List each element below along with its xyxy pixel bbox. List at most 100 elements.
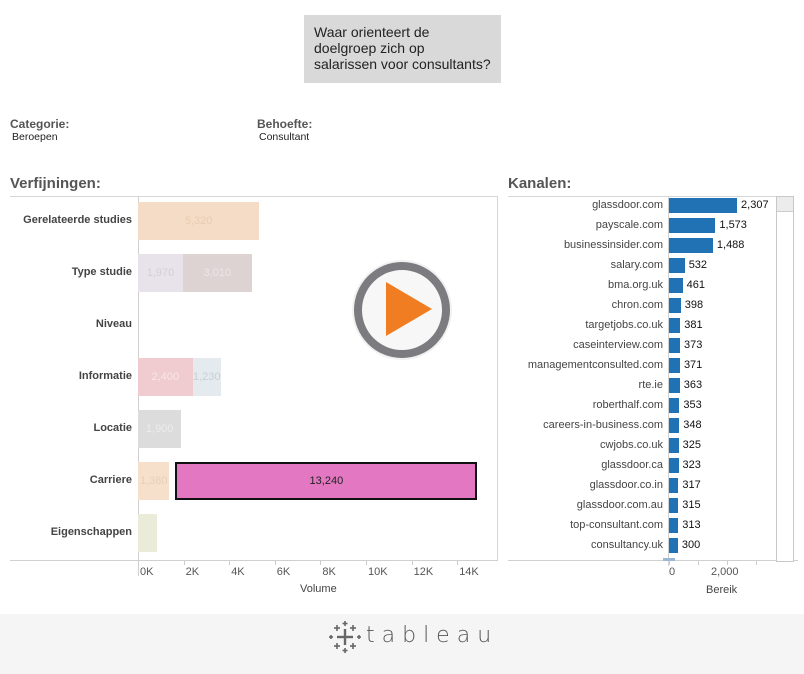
- bar-segment[interactable]: 1,380: [138, 462, 170, 500]
- channel-label: roberthalf.com: [592, 399, 663, 411]
- bar-segment[interactable]: 1,970: [138, 254, 183, 292]
- channel-bar[interactable]: [669, 498, 679, 513]
- channel-label: bma.org.uk: [607, 279, 663, 291]
- kanalen-x-axis: [508, 560, 798, 561]
- channel-label: managementconsulted.com: [527, 359, 663, 371]
- bar-value-label: 1,900: [145, 423, 174, 435]
- channel-label: caseinterview.com: [573, 339, 663, 351]
- question-text: Waar orienteert de doelgroep zich op sal…: [314, 24, 491, 72]
- channel-bar[interactable]: [669, 358, 680, 373]
- channel-bar[interactable]: [669, 338, 680, 353]
- x-tick-mark: [756, 561, 757, 565]
- channel-label: glassdoor.ca: [601, 459, 663, 471]
- channel-label: businessinsider.com: [563, 239, 663, 251]
- behoefte-label: Behoefte:: [257, 117, 313, 131]
- channel-value: 325: [682, 439, 701, 451]
- channel-bar[interactable]: [669, 278, 683, 293]
- channel-bar[interactable]: [669, 218, 716, 233]
- kanalen-partial-bar: [663, 558, 675, 561]
- channel-bar[interactable]: [669, 318, 681, 333]
- verfijningen-x-title: Volume: [300, 583, 337, 595]
- channel-label: rte.ie: [638, 379, 663, 391]
- channel-bar[interactable]: [669, 418, 680, 433]
- row-label: Informatie: [78, 370, 132, 382]
- channel-label: glassdoor.co.in: [589, 479, 663, 491]
- channel-value: 532: [688, 259, 708, 271]
- bar-segment[interactable]: 1,900: [138, 410, 182, 448]
- x-tick-mark: [669, 561, 670, 565]
- channel-bar[interactable]: [669, 518, 679, 533]
- behoefte-value: Consultant: [259, 131, 310, 143]
- channel-label: chron.com: [611, 299, 663, 311]
- bar-segment[interactable]: 1,230: [192, 358, 221, 396]
- channel-value: 300: [681, 539, 701, 551]
- bar-value-label: 1,380: [139, 475, 168, 487]
- channel-value: 313: [682, 519, 701, 531]
- channel-value: 323: [682, 459, 701, 471]
- channel-value: 2,307: [741, 199, 769, 211]
- channel-label: payscale.com: [595, 219, 663, 231]
- bar-segment-highlighted[interactable]: 13,240: [175, 462, 478, 500]
- channel-bar[interactable]: [669, 198, 738, 213]
- channel-value: 398: [684, 299, 704, 311]
- bar-value-label: 13,240: [309, 475, 344, 487]
- row-label: Carriere: [89, 474, 132, 486]
- channel-bar[interactable]: [669, 458, 679, 473]
- channel-value: 381: [684, 319, 703, 331]
- channel-bar[interactable]: [669, 438, 679, 453]
- channel-label: targetjobs.co.uk: [585, 319, 663, 331]
- channel-value: 1,488: [716, 239, 745, 251]
- x-tick-label: 2,000: [711, 566, 739, 578]
- bar-segment[interactable]: 3,010: [182, 254, 252, 292]
- bar-segment[interactable]: 2,400: [138, 358, 193, 396]
- channel-bar[interactable]: [669, 238, 713, 253]
- kanalen-panel: [508, 196, 776, 560]
- question-box: Waar orienteert de doelgroep zich op sal…: [304, 15, 501, 83]
- bar-segment[interactable]: [138, 514, 157, 552]
- x-tick-label: 14K: [459, 566, 479, 578]
- row-label: Type studie: [71, 266, 132, 278]
- verfijningen-x-axis: [10, 560, 498, 561]
- channel-label: careers-in-business.com: [543, 419, 663, 431]
- kanalen-scrollbar[interactable]: [776, 196, 794, 562]
- x-tick-mark: [274, 561, 276, 565]
- kanalen-title: Kanalen:: [508, 175, 572, 192]
- bar-value-label: 1,970: [146, 267, 175, 279]
- bar-value-label: 5,320: [184, 215, 213, 227]
- bar-value-label: 1,230: [192, 371, 221, 383]
- x-tick-mark: [366, 561, 367, 565]
- channel-bar[interactable]: [669, 478, 679, 493]
- x-tick-label: 8K: [322, 566, 336, 578]
- kanalen-scrollbar-thumb[interactable]: [777, 197, 793, 212]
- categorie-label: Categorie:: [10, 117, 70, 131]
- channel-bar[interactable]: [669, 398, 680, 413]
- bar-segment[interactable]: 5,320: [138, 202, 260, 240]
- channel-bar[interactable]: [669, 378, 680, 393]
- kanalen-y-axis: [668, 196, 669, 566]
- channel-value: 317: [682, 479, 701, 491]
- channel-bar[interactable]: [669, 538, 678, 553]
- channel-value: 363: [683, 379, 703, 391]
- x-tick-mark: [698, 561, 699, 565]
- x-tick-mark: [183, 561, 185, 565]
- channel-label: consultancy.uk: [591, 539, 663, 551]
- row-label: Gerelateerde studies: [23, 214, 132, 226]
- channel-label: glassdoor.com.au: [576, 499, 663, 511]
- x-tick-mark: [138, 561, 139, 565]
- categorie-value: Beroepen: [12, 131, 58, 143]
- tableau-logo-icon: [328, 620, 362, 654]
- bar-value-label: 2,400: [151, 371, 180, 383]
- x-tick-mark: [229, 561, 231, 565]
- kanalen-x-title: Bereik: [706, 584, 738, 596]
- x-tick-mark: [457, 561, 459, 565]
- channel-bar[interactable]: [669, 258, 685, 273]
- x-tick-label: 6K: [276, 566, 291, 578]
- channel-value: 371: [683, 359, 703, 371]
- channel-label: cwjobs.co.uk: [600, 439, 663, 451]
- x-tick-mark: [727, 561, 728, 565]
- play-button[interactable]: [350, 258, 454, 362]
- channel-label: top-consultant.com: [570, 519, 663, 531]
- channel-bar[interactable]: [669, 298, 681, 313]
- row-label: Locatie: [93, 422, 132, 434]
- x-tick-label: 0: [669, 566, 676, 578]
